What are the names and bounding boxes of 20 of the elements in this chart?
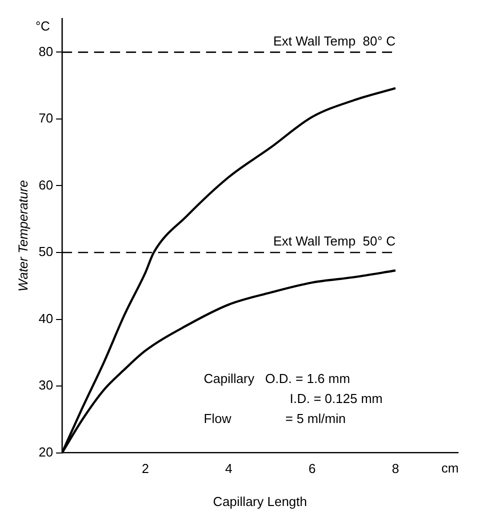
x-tick-label: 2 (142, 461, 150, 476)
y-tick-label: 80 (38, 44, 54, 59)
y-tick-label: 50 (38, 244, 54, 260)
ref-line-label: Ext Wall Temp 50° C (273, 234, 396, 249)
annotation: I.D. = 0.125 mm (290, 390, 383, 406)
ref-line-label: Ext Wall Temp 80° C (273, 33, 396, 48)
text: cm (441, 460, 459, 476)
x-tick-label: 8 (392, 461, 400, 476)
x-tick-label: 6 (308, 461, 316, 476)
y-axis-title: Water Temperature (15, 180, 30, 292)
x-tick-label: 4 (225, 461, 232, 476)
x-axis-title: Capillary Length (213, 494, 308, 509)
annotation: Flow = 5 ml/min (204, 410, 346, 426)
text: °C (35, 18, 50, 34)
y-tick-label: 70 (38, 110, 54, 126)
y-tick-label: 40 (38, 310, 54, 326)
annotation: Capillary O.D. = 1.6 mm (204, 370, 350, 386)
y-tick-label: 20 (38, 444, 54, 460)
y-tick-label: 60 (38, 177, 54, 192)
y-tick-label: 30 (38, 378, 54, 393)
